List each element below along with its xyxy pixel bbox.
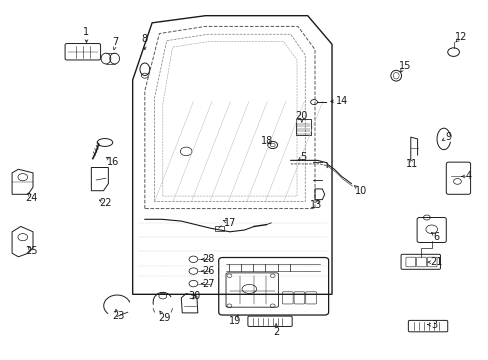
Text: 23: 23 — [112, 311, 124, 321]
Text: 14: 14 — [335, 96, 347, 107]
Text: 3: 3 — [430, 320, 436, 330]
Text: 19: 19 — [228, 316, 241, 326]
Text: 12: 12 — [454, 32, 466, 42]
Text: 28: 28 — [202, 254, 214, 264]
Text: 22: 22 — [100, 198, 112, 208]
Text: 6: 6 — [432, 232, 439, 242]
Text: 1: 1 — [83, 27, 89, 37]
Text: 13: 13 — [310, 200, 322, 210]
Text: 2: 2 — [272, 327, 279, 337]
Text: 17: 17 — [224, 218, 236, 228]
Text: 11: 11 — [406, 159, 418, 169]
Text: 18: 18 — [261, 136, 273, 146]
Bar — [215, 226, 224, 231]
Text: 5: 5 — [299, 152, 305, 162]
Text: 7: 7 — [112, 37, 119, 48]
Text: 21: 21 — [429, 257, 442, 267]
Bar — [295, 119, 310, 135]
Text: 16: 16 — [107, 157, 119, 167]
Text: 30: 30 — [188, 291, 201, 301]
Text: 20: 20 — [295, 111, 307, 121]
Text: 10: 10 — [354, 186, 366, 196]
Text: 29: 29 — [158, 312, 170, 323]
Text: 15: 15 — [398, 61, 410, 71]
Text: 24: 24 — [25, 193, 38, 203]
Text: 27: 27 — [202, 279, 214, 289]
Text: 4: 4 — [464, 171, 470, 181]
Text: 25: 25 — [25, 247, 38, 256]
Text: 9: 9 — [445, 132, 451, 142]
Text: 8: 8 — [142, 34, 147, 44]
Text: 26: 26 — [202, 266, 214, 276]
